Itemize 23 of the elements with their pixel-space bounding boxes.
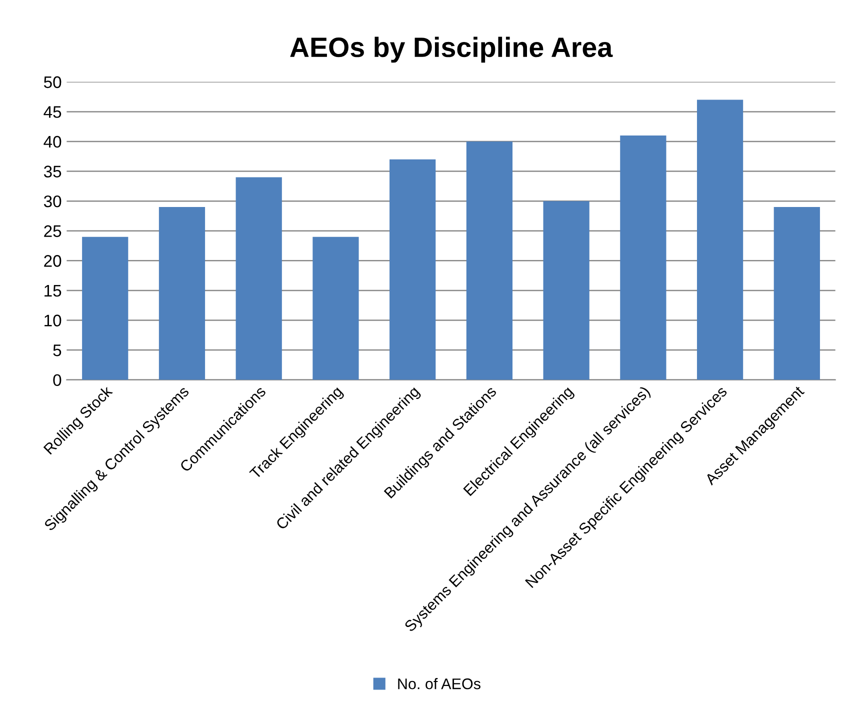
y-tick-label: 15 <box>44 285 62 297</box>
bar <box>312 236 359 380</box>
y-tick-label: 10 <box>44 314 62 326</box>
y-tick-label: 20 <box>44 255 62 267</box>
bar <box>620 136 666 380</box>
y-tick-label: 35 <box>44 166 62 178</box>
bar <box>236 177 282 380</box>
legend-label: No. of AEOs <box>398 678 480 690</box>
y-tick-label: 25 <box>44 225 62 238</box>
bar <box>466 141 513 380</box>
bar <box>390 159 436 380</box>
bar <box>158 207 206 380</box>
bar <box>82 236 128 380</box>
chart-title: AEOs by Discipline Area <box>290 36 613 63</box>
y-tick-label: 50 <box>44 76 62 88</box>
bar <box>543 201 590 380</box>
y-tick-label: 0 <box>53 374 62 386</box>
y-tick-label: 45 <box>44 106 62 118</box>
bar <box>774 207 820 380</box>
y-tick-label: 5 <box>53 344 62 356</box>
y-tick-label: 40 <box>44 136 62 148</box>
bar <box>696 100 744 380</box>
y-tick-label: 30 <box>44 195 62 208</box>
